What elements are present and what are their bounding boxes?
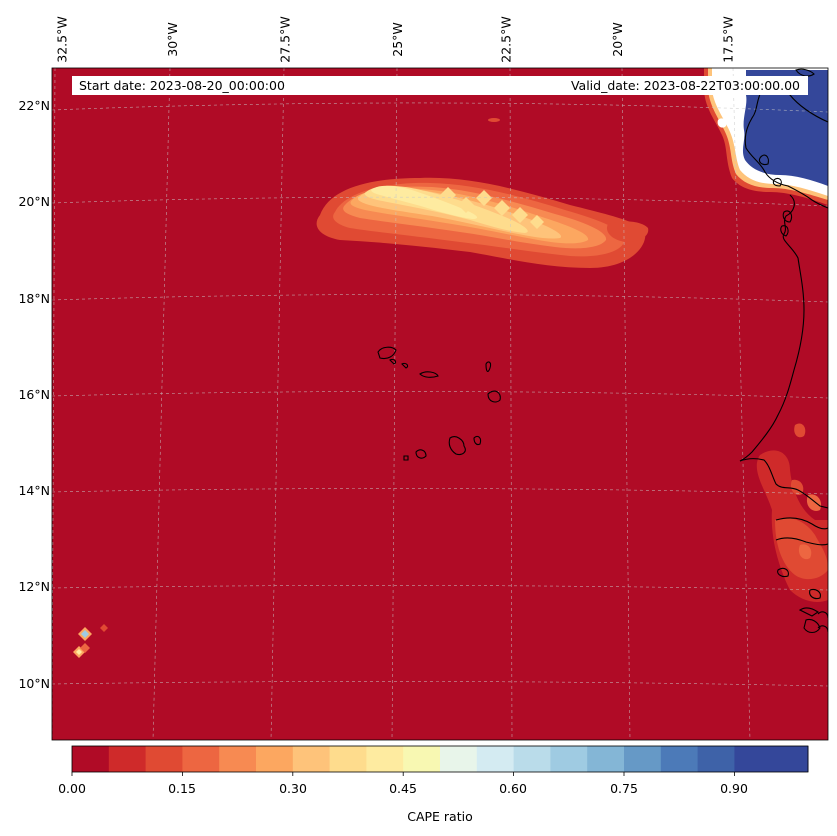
lat-label-14n: 14°N [18,483,50,498]
colorbar-band [366,746,404,772]
colorbar-band [292,746,331,772]
lat-label-20n: 20°N [18,194,50,209]
colorbar-band [734,746,809,772]
colorbar-band [182,746,220,772]
valid-date-label: Valid_date: 2023-08-22T03:00:00.00 [570,78,800,93]
cape-field-background [52,68,828,740]
start-date-label: Start date: 2023-08-20_00:00:00 [79,78,285,93]
colorbar-band [476,746,515,772]
colorbar-tick-label: 0.75 [610,781,638,796]
colorbar-band [256,746,294,772]
colorbar-band [72,746,110,772]
colorbar-band [403,746,441,772]
colorbar-band [587,746,625,772]
colorbar-tick-label: 0.60 [499,781,527,796]
colorbar-band [219,746,257,772]
colorbar-band [513,746,551,772]
cape-verde-islands [377,346,501,461]
coastlines [739,68,828,634]
gridlines [52,68,828,740]
date-info-box: Start date: 2023-08-20_00:00:00 Valid_da… [72,76,808,95]
lat-label-12n: 12°N [18,579,50,594]
lat-label-10n: 10°N [18,676,50,691]
lat-label-22n: 22°N [18,98,50,113]
southwest-small-features [73,624,108,658]
colorbar-band [624,746,662,772]
colorbar-band [550,746,588,772]
colorbar-tick-label: 0.90 [720,781,748,796]
colorbar-frame [71,745,809,773]
lat-label-18n: 18°N [18,291,50,306]
cape-plume [316,118,649,268]
lon-label-30w: 30°W [164,21,180,57]
colorbar-band [145,746,183,772]
colorbar [72,746,809,772]
lat-label-16n: 16°N [18,387,50,402]
lon-label-32-5w: 32.5°W [54,15,70,63]
colorbar-band [440,746,478,772]
colorbar-band [329,746,367,772]
coastal-cape-patches [756,423,828,602]
lon-label-22-5w: 22.5°W [498,15,514,63]
lon-label-25w: 25°W [389,21,405,57]
colorbar-tick-label: 0.00 [58,781,86,796]
lon-label-20w: 20°W [609,21,625,57]
colorbar-tick-label: 0.30 [279,781,307,796]
colorbar-title: CAPE ratio [407,809,473,824]
lon-label-17-5w: 17.5°W [720,15,736,63]
map-frame [51,67,829,741]
colorbar-tick-label: 0.15 [168,781,196,796]
colorbar-band [697,746,735,772]
colorbar-band [108,746,147,772]
lon-label-27-5w: 27.5°W [277,15,293,63]
colorbar-band [660,746,699,772]
colorbar-tick-label: 0.45 [389,781,417,796]
